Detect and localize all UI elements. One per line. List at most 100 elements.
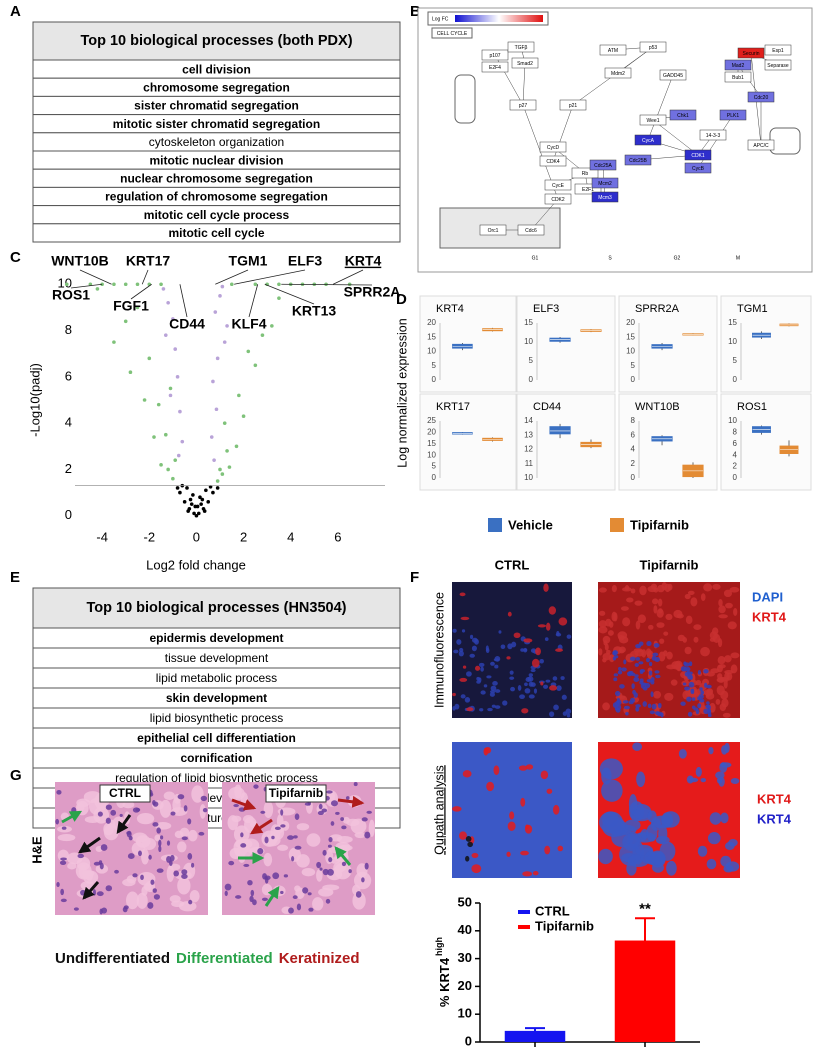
image-texture (684, 646, 692, 655)
image-texture (507, 643, 513, 650)
pathway-node (481, 61, 509, 73)
image-texture (602, 702, 610, 711)
point (135, 305, 140, 310)
image-texture (250, 889, 255, 897)
pathway-node-label: Bub1 (732, 75, 744, 81)
image-texture (566, 713, 571, 718)
y-tick-label: 30 (458, 950, 472, 965)
image-texture (659, 638, 665, 644)
image-texture (199, 804, 206, 819)
image-texture (703, 669, 709, 674)
image-texture (224, 890, 228, 897)
pathway-node-label: CycB (692, 166, 705, 172)
pathway-node-label: Cdc25B (629, 158, 647, 164)
image-texture (366, 810, 372, 814)
point (277, 282, 281, 287)
legend-title: Log FC (432, 16, 449, 22)
image-texture (110, 809, 117, 816)
image-texture (602, 816, 626, 838)
image-texture (59, 860, 67, 866)
pathway-node-label: CDK1 (691, 153, 705, 159)
table-cell: mitotic nuclear division (149, 153, 283, 167)
image-texture (487, 707, 493, 712)
image-texture (712, 583, 721, 590)
ubiq-box (769, 127, 801, 155)
image-texture (461, 629, 466, 633)
image-texture (720, 855, 732, 867)
y-tick-label: 10 (458, 1006, 472, 1021)
y-tick-label: 10 (728, 337, 737, 346)
point (188, 497, 193, 502)
image-texture (480, 690, 486, 695)
pathway-node-label: TGFβ (515, 45, 528, 51)
image-texture (335, 811, 340, 815)
image-texture (717, 655, 726, 665)
caption-part: Differentiated (176, 950, 273, 967)
image-texture (528, 681, 534, 687)
y-tick-label: 20 (458, 978, 472, 993)
image-tag-label: CTRL (109, 786, 141, 800)
image-texture (556, 685, 562, 691)
image-texture (166, 840, 171, 846)
image-texture (294, 845, 302, 850)
point (171, 476, 175, 481)
pathway-node-label: Chk1 (677, 113, 689, 119)
legend-gradient (455, 15, 543, 22)
image-texture (622, 700, 629, 704)
table-cell: mitotic cell cycle process (144, 208, 290, 222)
image-texture (548, 606, 557, 615)
image-texture (685, 615, 693, 625)
point (220, 472, 225, 476)
leader-line (332, 269, 364, 285)
image-texture (549, 711, 555, 718)
image-texture (233, 803, 239, 808)
image-texture (634, 600, 643, 606)
image-texture (703, 583, 713, 592)
point (225, 449, 229, 453)
image-texture (316, 861, 322, 869)
pathway-title: CELL CYCLE (437, 31, 468, 37)
image-texture (228, 860, 235, 866)
image-texture (527, 676, 534, 682)
image-texture (471, 852, 479, 859)
image-texture (56, 789, 62, 795)
image-texture (355, 891, 362, 898)
image-texture (561, 694, 567, 700)
phase-label: M (736, 255, 740, 261)
pathway-title-box (431, 27, 473, 39)
image-texture (628, 700, 634, 705)
image-texture (647, 810, 657, 823)
point (175, 486, 180, 490)
image-texture (100, 844, 108, 851)
gene-label: KRT13 (292, 303, 337, 319)
image-texture (247, 880, 253, 886)
image-texture (301, 867, 316, 877)
pathway-node (699, 129, 727, 141)
image-texture (530, 668, 536, 673)
image-texture (598, 848, 613, 865)
leader-line (79, 269, 112, 285)
image-texture (478, 677, 482, 683)
image-texture (368, 819, 375, 837)
point (212, 458, 216, 462)
arrow (82, 881, 100, 900)
image-texture (702, 678, 709, 686)
image-texture (700, 690, 705, 695)
point (88, 282, 93, 287)
y-tick-label: 0 (432, 375, 437, 384)
image-texture (471, 645, 477, 652)
image-texture (489, 692, 495, 697)
point (168, 393, 173, 398)
image-texture (257, 848, 264, 855)
image-texture (198, 831, 205, 836)
image-texture (274, 826, 281, 831)
image-texture (181, 873, 188, 879)
y-tick-label: 8 (65, 322, 72, 337)
image-texture (598, 587, 607, 593)
image-texture (684, 662, 690, 667)
box (549, 426, 571, 435)
y-tick-label: 40 (458, 922, 472, 937)
image-texture (540, 681, 544, 686)
image-texture (707, 709, 712, 713)
image-texture (183, 805, 188, 812)
